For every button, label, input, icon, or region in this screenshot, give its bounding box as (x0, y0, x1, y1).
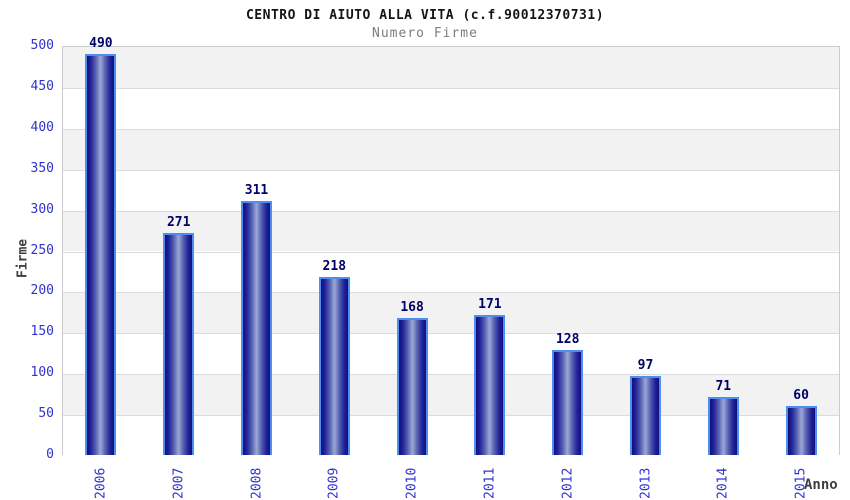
x-tick-label: 2009 (326, 467, 342, 499)
bar (85, 54, 117, 455)
y-tick-label: 100 (30, 365, 54, 381)
y-tick-label: 50 (38, 406, 54, 422)
bar (474, 315, 506, 455)
y-axis-label: Firme (15, 238, 31, 278)
y-tick-label: 400 (30, 119, 54, 135)
x-tick-label: 2006 (93, 467, 109, 499)
gridline (63, 251, 839, 253)
bar (707, 396, 739, 455)
bar-value-label: 171 (478, 297, 502, 313)
x-tick-label: 2013 (638, 467, 653, 499)
bar-value-label: 60 (793, 387, 809, 403)
gridline (63, 169, 839, 171)
bar (396, 317, 428, 455)
gridline (63, 87, 839, 89)
gridline (63, 374, 839, 376)
grid-band (63, 169, 839, 211)
bar (318, 276, 350, 455)
x-tick-label: 2012 (560, 467, 576, 499)
grid-band (63, 87, 839, 129)
grid-band (63, 128, 839, 170)
x-tick-label: 2008 (249, 467, 264, 499)
chart-subtitle: Numero Firme (372, 26, 478, 41)
y-tick-label: 500 (30, 38, 54, 53)
gridline (63, 128, 839, 130)
x-tick-label: 2011 (482, 467, 498, 499)
y-tick-label: 450 (30, 78, 54, 94)
bar-value-label: 311 (244, 182, 269, 198)
y-tick-label: 200 (30, 283, 54, 299)
x-tick-label: 2010 (404, 467, 420, 499)
bar-value-label: 97 (637, 357, 654, 373)
bar (241, 200, 272, 455)
gridline (63, 210, 839, 212)
y-tick-label: 150 (30, 324, 54, 340)
y-tick-label: 350 (30, 160, 54, 176)
gridline (63, 292, 839, 294)
bar-value-label: 168 (400, 299, 424, 315)
grid-band (63, 47, 839, 88)
bar (163, 233, 195, 455)
y-tick-label: 250 (30, 242, 54, 258)
y-tick-label: 0 (46, 447, 54, 462)
bar-value-label: 271 (166, 215, 191, 231)
x-tick-label: 2007 (171, 467, 187, 499)
bar (630, 375, 661, 455)
bar-value-label: 128 (555, 332, 580, 348)
bar-value-label: 490 (89, 36, 113, 52)
x-tick-label: 2014 (715, 467, 731, 499)
bar (552, 350, 584, 455)
x-axis-label: Anno (804, 477, 838, 493)
gridline (63, 415, 839, 417)
y-tick-label: 300 (30, 201, 54, 217)
bar (785, 405, 817, 455)
gridline (63, 333, 839, 335)
bar-value-label: 71 (715, 378, 732, 394)
chart-title: CENTRO DI AIUTO ALLA VITA (c.f.900123707… (245, 8, 605, 23)
bar-value-label: 218 (322, 258, 347, 274)
